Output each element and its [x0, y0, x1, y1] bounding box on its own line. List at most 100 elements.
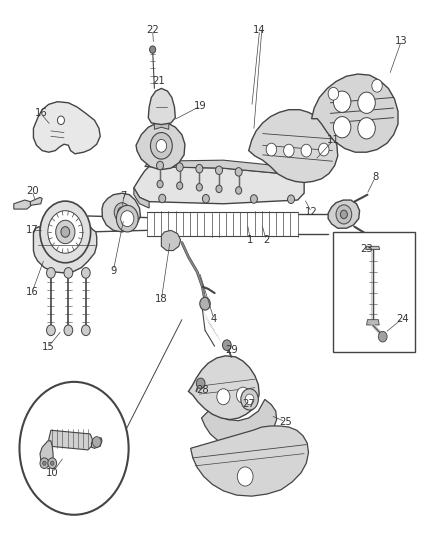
Text: 22: 22	[146, 25, 159, 35]
Circle shape	[237, 387, 250, 403]
Text: 1: 1	[247, 235, 254, 245]
Circle shape	[358, 118, 375, 139]
Circle shape	[216, 185, 222, 192]
Circle shape	[40, 458, 49, 469]
Text: 29: 29	[225, 345, 237, 356]
Text: 25: 25	[279, 417, 292, 427]
Text: 12: 12	[305, 207, 318, 217]
Polygon shape	[148, 88, 175, 125]
Circle shape	[64, 268, 73, 278]
Text: 11: 11	[327, 135, 340, 145]
Polygon shape	[49, 430, 92, 450]
Circle shape	[328, 87, 339, 100]
Circle shape	[150, 133, 172, 159]
Text: 10: 10	[46, 468, 59, 478]
Circle shape	[217, 389, 230, 405]
Circle shape	[56, 220, 75, 244]
Polygon shape	[92, 438, 102, 448]
Polygon shape	[30, 197, 42, 205]
Circle shape	[121, 211, 134, 227]
Polygon shape	[311, 74, 398, 152]
Circle shape	[241, 389, 258, 410]
Circle shape	[245, 394, 254, 405]
Polygon shape	[366, 246, 380, 249]
Polygon shape	[201, 399, 277, 448]
Circle shape	[196, 183, 202, 191]
Circle shape	[196, 165, 203, 173]
Circle shape	[81, 268, 90, 278]
Polygon shape	[367, 320, 379, 325]
Text: 7: 7	[120, 191, 127, 201]
Circle shape	[237, 467, 253, 486]
Circle shape	[61, 227, 70, 237]
Circle shape	[150, 46, 155, 53]
Circle shape	[333, 91, 351, 112]
Circle shape	[157, 180, 163, 188]
Text: 23: 23	[360, 245, 373, 254]
Polygon shape	[40, 441, 53, 464]
Polygon shape	[154, 118, 169, 130]
Text: 17: 17	[26, 225, 39, 236]
Polygon shape	[191, 426, 308, 496]
Circle shape	[42, 461, 46, 465]
Circle shape	[176, 163, 183, 171]
Text: 9: 9	[110, 266, 117, 276]
Polygon shape	[14, 200, 31, 209]
Circle shape	[223, 340, 231, 351]
Polygon shape	[134, 188, 149, 208]
Circle shape	[46, 268, 55, 278]
Circle shape	[333, 117, 351, 138]
Circle shape	[301, 144, 311, 157]
Text: 15: 15	[42, 342, 54, 352]
Circle shape	[156, 140, 166, 152]
Polygon shape	[145, 160, 304, 175]
Circle shape	[50, 461, 54, 465]
Text: 24: 24	[396, 313, 409, 324]
Circle shape	[19, 382, 129, 515]
Circle shape	[202, 195, 209, 203]
Polygon shape	[33, 224, 97, 273]
Circle shape	[200, 297, 210, 310]
Circle shape	[118, 207, 127, 217]
Circle shape	[177, 182, 183, 189]
Text: 16: 16	[26, 287, 39, 297]
Circle shape	[266, 143, 277, 156]
Text: 21: 21	[152, 77, 165, 86]
Circle shape	[284, 144, 294, 157]
Text: 20: 20	[26, 186, 39, 196]
Circle shape	[372, 79, 382, 92]
Circle shape	[92, 437, 101, 447]
Polygon shape	[102, 193, 141, 232]
Circle shape	[40, 201, 91, 263]
Circle shape	[378, 332, 387, 342]
Circle shape	[64, 325, 73, 336]
Circle shape	[288, 195, 294, 204]
Circle shape	[358, 92, 375, 114]
Text: 13: 13	[395, 36, 408, 45]
Circle shape	[159, 194, 166, 203]
Polygon shape	[249, 110, 338, 182]
Circle shape	[48, 458, 57, 469]
Text: 16: 16	[35, 108, 47, 118]
Circle shape	[340, 210, 347, 219]
Circle shape	[336, 205, 352, 224]
Circle shape	[114, 203, 130, 222]
Text: 14: 14	[253, 25, 266, 35]
Bar	[332, 232, 416, 352]
Polygon shape	[134, 166, 304, 204]
Polygon shape	[161, 230, 180, 251]
Circle shape	[48, 211, 83, 253]
Circle shape	[236, 187, 242, 194]
Polygon shape	[33, 102, 100, 154]
Text: 4: 4	[211, 313, 217, 324]
Text: 18: 18	[155, 294, 168, 304]
Text: 28: 28	[196, 385, 209, 395]
Circle shape	[81, 325, 90, 336]
Polygon shape	[328, 200, 360, 228]
Text: 19: 19	[194, 101, 207, 111]
Circle shape	[235, 167, 242, 176]
Circle shape	[251, 195, 258, 203]
Circle shape	[196, 378, 205, 389]
Text: 2: 2	[263, 235, 269, 245]
Circle shape	[215, 166, 223, 174]
